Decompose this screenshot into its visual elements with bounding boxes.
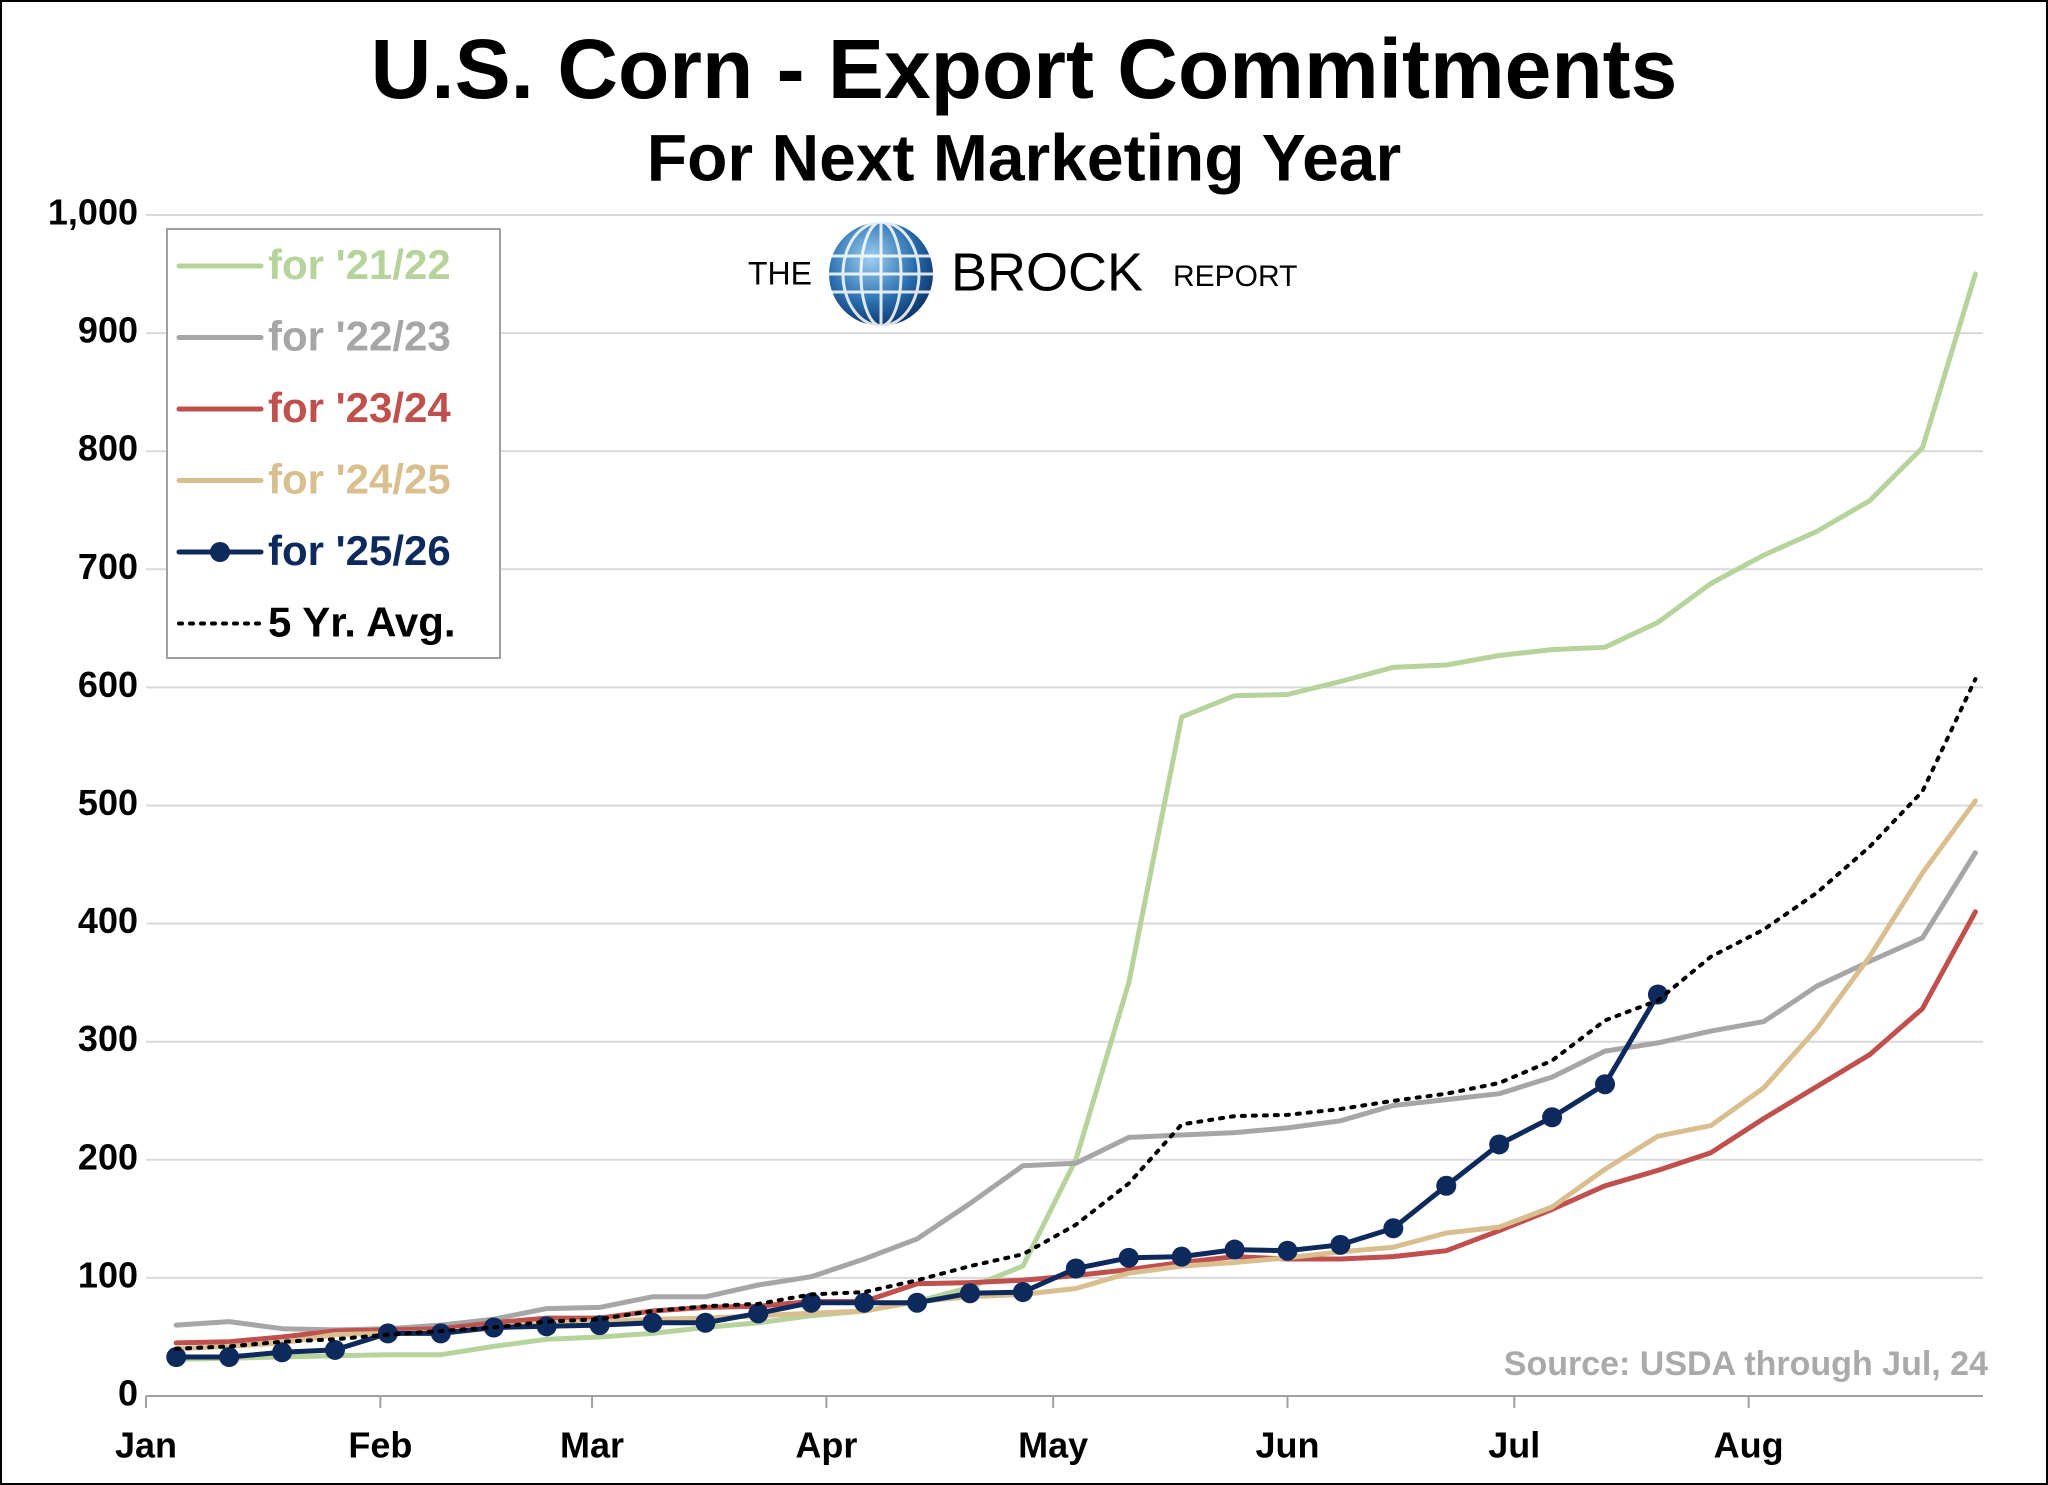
legend-label: for '24/25 xyxy=(268,456,451,503)
data-point xyxy=(960,1283,981,1304)
x-tick-label: Jun xyxy=(1256,1425,1320,1466)
y-tick-label: 0 xyxy=(118,1373,138,1414)
data-point xyxy=(1436,1175,1457,1196)
x-tick-label: Apr xyxy=(795,1425,857,1466)
data-point xyxy=(324,1339,345,1360)
data-point xyxy=(1647,984,1668,1005)
x-tick-label: Mar xyxy=(560,1425,624,1466)
data-point xyxy=(272,1342,293,1363)
data-point xyxy=(1383,1218,1404,1239)
legend-label: for '21/22 xyxy=(268,241,451,288)
logo-grid xyxy=(829,220,933,328)
data-point xyxy=(1012,1282,1033,1303)
data-point xyxy=(1171,1246,1192,1267)
x-tick-label: Aug xyxy=(1714,1425,1784,1466)
legend-label: for '23/24 xyxy=(268,384,451,431)
x-tick-label: May xyxy=(1018,1425,1088,1466)
data-point xyxy=(801,1292,822,1313)
data-point xyxy=(430,1323,451,1344)
x-tick-label: Feb xyxy=(348,1425,412,1466)
y-tick-label: 300 xyxy=(78,1018,138,1059)
data-point xyxy=(1330,1234,1351,1255)
y-tick-label: 700 xyxy=(78,546,138,587)
series-line xyxy=(174,677,1978,1351)
y-tick-label: 200 xyxy=(78,1136,138,1177)
data-point xyxy=(854,1292,875,1313)
data-point xyxy=(907,1292,928,1313)
data-point xyxy=(1224,1239,1245,1260)
data-point xyxy=(1542,1107,1563,1128)
y-tick-label: 100 xyxy=(78,1254,138,1295)
data-point xyxy=(1277,1240,1298,1261)
series-line xyxy=(173,850,1978,1333)
legend-label: for '22/23 xyxy=(268,313,451,360)
series-line xyxy=(173,271,1978,1362)
data-point xyxy=(536,1316,557,1337)
x-tick-label: Jan xyxy=(115,1425,177,1466)
data-point xyxy=(695,1312,716,1333)
chart-title: U.S. Corn - Export Commitments xyxy=(371,22,1678,116)
y-tick-label: 800 xyxy=(78,428,138,469)
legend-label: for '25/26 xyxy=(268,527,451,574)
data-point xyxy=(1489,1134,1510,1155)
y-tick-label: 1,000 xyxy=(48,192,138,233)
legend-box xyxy=(166,228,501,659)
logo-text: REPORT xyxy=(1173,260,1297,293)
logo-text: BROCK xyxy=(951,242,1143,302)
data-point xyxy=(1595,1074,1616,1095)
y-tick-label: 600 xyxy=(78,664,138,705)
data-point xyxy=(1065,1258,1086,1279)
data-point xyxy=(166,1347,187,1368)
x-tick-label: Jul xyxy=(1488,1425,1540,1466)
legend: for '21/22 for '22/23 for '23/24 for '24/25… xyxy=(166,228,501,659)
y-tick-label: 400 xyxy=(78,900,138,941)
logo-text: THE xyxy=(748,255,812,291)
legend-label: 5 Yr. Avg. xyxy=(268,599,456,646)
legend-marker xyxy=(210,542,230,562)
chart-subtitle: For Next Marketing Year xyxy=(647,120,1401,194)
y-tick-label: 900 xyxy=(78,310,138,351)
source-note: Source: USDA through Jul, 24 xyxy=(1504,1345,1988,1383)
y-tick-label: 500 xyxy=(78,782,138,823)
data-point xyxy=(748,1303,769,1324)
data-point xyxy=(1118,1247,1139,1268)
data-point xyxy=(642,1312,663,1333)
logo: THE BROCK REPORT xyxy=(748,220,1297,328)
data-point xyxy=(219,1347,240,1368)
